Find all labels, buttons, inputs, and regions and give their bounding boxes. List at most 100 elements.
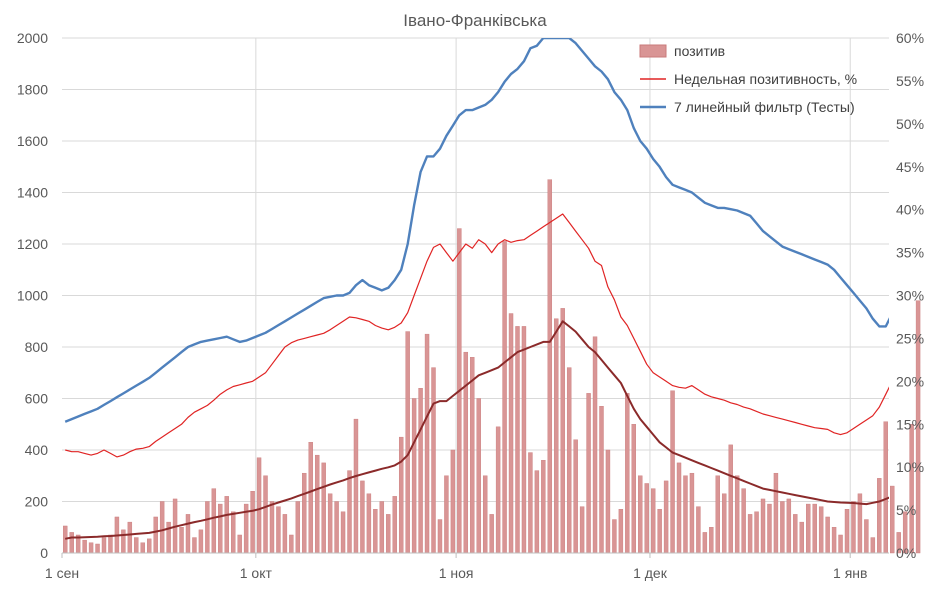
bar-pozitiv	[269, 501, 275, 554]
bar-pozitiv	[263, 475, 268, 554]
chart-title: Івано-Франківська	[403, 11, 547, 30]
bar-pozitiv	[650, 488, 656, 554]
bar-pozitiv	[302, 472, 307, 554]
bar-pozitiv	[676, 462, 682, 554]
bar-pozitiv	[825, 516, 830, 554]
bar-pozitiv	[95, 543, 100, 554]
bar-pozitiv	[728, 444, 733, 554]
bar-pozitiv	[696, 506, 701, 554]
bar-pozitiv	[353, 418, 359, 554]
bar-pozitiv	[69, 532, 74, 554]
bar-pozitiv	[851, 501, 856, 554]
y-right-tick-label: 50%	[896, 116, 924, 132]
bar-pozitiv	[586, 393, 591, 554]
bar-pozitiv	[560, 308, 565, 554]
bar-series-pozitiv	[63, 179, 921, 554]
bar-pozitiv	[786, 498, 792, 554]
bar-pozitiv	[431, 367, 436, 554]
bar-pozitiv	[689, 472, 695, 554]
legend-label-tests: 7 линейный фильтр (Тесты)	[674, 99, 855, 115]
bar-pozitiv	[877, 478, 882, 554]
bar-pozitiv	[495, 426, 501, 554]
bar-pozitiv	[521, 326, 527, 554]
bar-pozitiv	[295, 501, 301, 554]
bar-pozitiv	[547, 179, 553, 554]
bar-pozitiv	[308, 442, 313, 554]
bar-pozitiv	[134, 537, 139, 554]
bar-pozitiv	[864, 519, 869, 554]
y-right-tick-label: 35%	[896, 245, 924, 261]
bar-pozitiv	[760, 498, 766, 554]
bar-pozitiv	[541, 460, 546, 554]
bar-pozitiv	[670, 390, 675, 554]
bar-pozitiv	[554, 318, 559, 554]
legend-swatch-pozitiv	[639, 44, 667, 58]
bar-pozitiv	[482, 475, 488, 554]
y-left-tick-label: 0	[40, 545, 48, 561]
x-tick-label: 1 сен	[45, 565, 79, 581]
bar-pozitiv	[780, 501, 785, 554]
bar-pozitiv	[205, 501, 210, 554]
y-right-tick-label: 5%	[896, 502, 916, 518]
bar-pozitiv	[625, 393, 630, 554]
bar-pozitiv	[870, 537, 876, 554]
bar-pozitiv	[224, 496, 229, 554]
bar-pozitiv	[799, 521, 804, 554]
y-right-tick-label: 10%	[896, 459, 924, 475]
bar-pozitiv	[256, 457, 262, 554]
bar-pozitiv	[347, 470, 352, 554]
y-right-tick-label: 45%	[896, 159, 924, 175]
x-tick-label: 1 янв	[833, 565, 867, 581]
bar-pozitiv	[398, 436, 404, 554]
bar-pozitiv	[88, 542, 94, 554]
bar-pozitiv	[373, 509, 378, 554]
legend: позитив Недельная позитивность, % 7 лине…	[639, 43, 857, 115]
bar-pozitiv	[741, 488, 746, 554]
y-left-tick-label: 1200	[17, 236, 48, 252]
bar-pozitiv	[82, 539, 87, 554]
y-left-tick-label: 800	[25, 339, 49, 355]
y-right-tick-label: 25%	[896, 330, 924, 346]
legend-label-pozitiv: позитив	[674, 43, 725, 59]
x-tick-label: 1 дек	[633, 565, 668, 581]
bar-pozitiv	[896, 532, 901, 554]
bar-pozitiv	[902, 511, 908, 554]
bar-pozitiv	[657, 509, 662, 554]
bar-pozitiv	[418, 388, 423, 554]
bar-pozitiv	[806, 503, 811, 554]
bar-pozitiv	[231, 511, 236, 554]
gridlines	[62, 37, 889, 554]
bar-pozitiv	[386, 514, 391, 554]
y-right-tick-label: 15%	[896, 416, 924, 432]
bar-pozitiv	[515, 326, 520, 554]
bar-pozitiv	[463, 351, 469, 554]
bar-pozitiv	[334, 501, 339, 554]
bar-pozitiv	[237, 534, 242, 554]
y-right-tick-label: 30%	[896, 288, 924, 304]
y-right-tick-label: 20%	[896, 373, 924, 389]
bar-pozitiv	[618, 509, 624, 554]
bar-pozitiv	[289, 534, 294, 554]
y-right-tick-label: 55%	[896, 73, 924, 89]
bar-pozitiv	[340, 511, 346, 554]
bar-pozitiv	[767, 503, 772, 554]
bar-pozitiv	[140, 542, 145, 554]
bar-pozitiv	[528, 452, 533, 554]
bar-pozitiv	[321, 462, 326, 554]
y-right-tick-label: 60%	[896, 30, 924, 46]
y-left-tick-label: 1400	[17, 185, 48, 201]
line-weekly-positivity	[65, 213, 889, 458]
y-left-tick-label: 400	[25, 442, 49, 458]
bar-pozitiv	[793, 514, 798, 554]
bar-pozitiv	[709, 527, 714, 554]
bar-pozitiv	[360, 480, 365, 554]
bar-pozitiv	[444, 475, 449, 554]
bar-pozitiv	[379, 501, 385, 554]
bar-pozitiv	[909, 424, 914, 554]
y-left-tick-label: 2000	[17, 30, 48, 46]
bar-pozitiv	[159, 501, 165, 554]
bar-pozitiv	[489, 514, 494, 554]
bar-pozitiv	[592, 336, 598, 554]
bar-pozitiv	[366, 493, 372, 554]
